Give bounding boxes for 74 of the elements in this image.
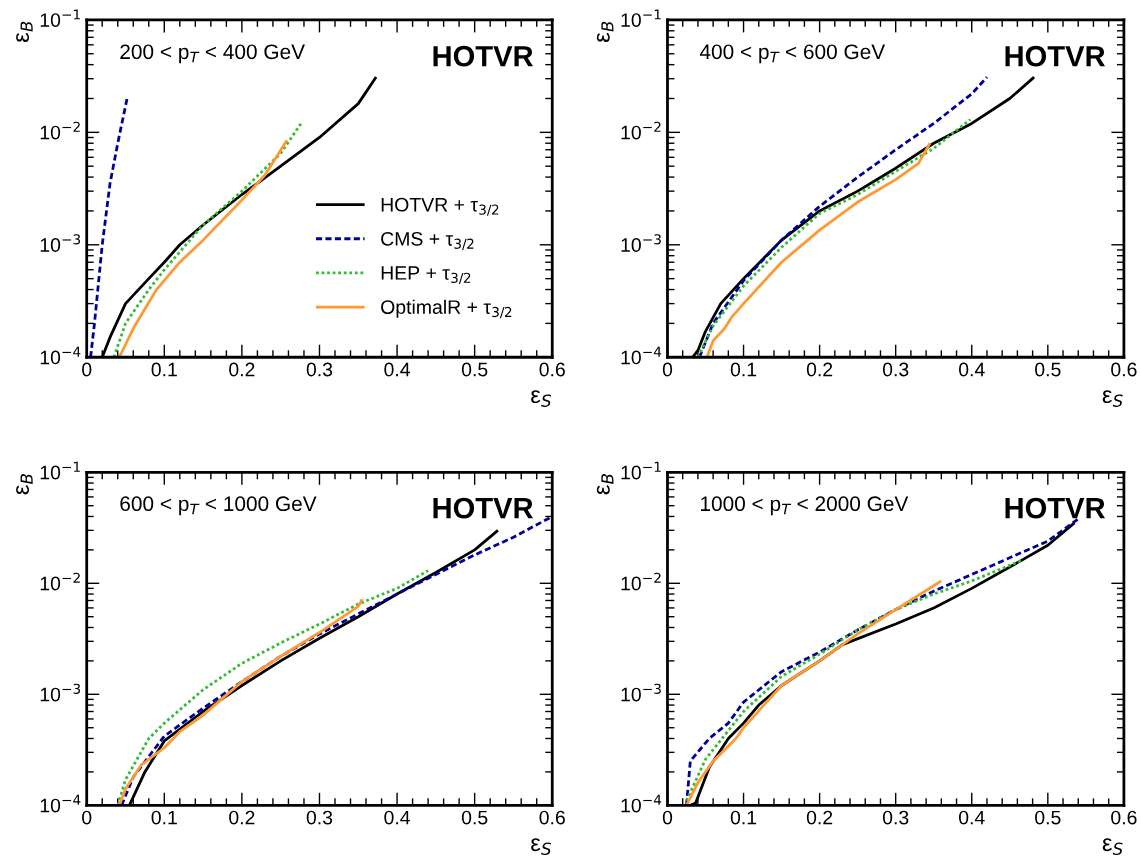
y-tick-label: 10$^{−4}$ — [40, 794, 81, 813]
annotation: HOTVR — [1005, 45, 1106, 67]
x-axis-title: ε$_{S}$ — [1102, 390, 1123, 407]
line-series — [89, 97, 129, 358]
x-tick-label: 0.4 — [959, 362, 985, 377]
line-series — [116, 569, 430, 806]
y-tick-label: 10$^{−2}$ — [40, 572, 80, 591]
y-tick-label: 10$^{−4}$ — [40, 346, 81, 365]
annotation: HOTVR — [433, 45, 534, 67]
x-tick-label: 0.5 — [461, 810, 488, 825]
x-axis-title: ε$_{S}$ — [531, 838, 551, 856]
line-series — [698, 75, 989, 358]
x-tick-label: 0.2 — [229, 362, 255, 377]
annotation: HOTVR — [1005, 497, 1106, 519]
y-axis-title: ε$_{B}$ — [596, 474, 614, 495]
y-tick-label: 10$^{−3}$ — [40, 234, 81, 252]
x-axis-title: ε$_{S}$ — [1102, 838, 1123, 856]
y-tick-label: 10$^{−1}$ — [40, 9, 80, 27]
x-tick-label: 0.5 — [1035, 362, 1061, 377]
y-tick-label: 10$^{−4}$ — [621, 346, 662, 365]
legend-label: HOTVR + τ$_{3/2}$ — [381, 197, 499, 216]
y-tick-label: 10$^{−3}$ — [40, 683, 81, 702]
x-tick-label: 0.1 — [151, 810, 177, 825]
x-tick-label: 0.6 — [1111, 362, 1137, 377]
x-tick-label: 0.2 — [806, 362, 833, 377]
y-axis-title: ε$_{B}$ — [16, 474, 33, 495]
annotation: 200 < p$_{T}$ < 400 GeV — [120, 44, 305, 64]
annotation: 600 < p$_{T}$ < 1000 GeV — [120, 496, 317, 516]
line-series — [705, 141, 932, 358]
y-tick-label: 10$^{−1}$ — [40, 461, 80, 480]
y-tick-label: 10$^{−1}$ — [621, 9, 661, 27]
y-axis-title: ε$_{B}$ — [596, 21, 614, 42]
y-tick-label: 10$^{−4}$ — [621, 794, 662, 813]
x-tick-label: 0 — [82, 810, 92, 825]
x-tick-label: 0 — [662, 362, 673, 377]
line-series — [112, 120, 304, 358]
y-tick-label: 10$^{−2}$ — [621, 572, 661, 591]
y-tick-label: 10$^{−3}$ — [621, 683, 661, 702]
legend-label: CMS + τ$_{3/2}$ — [381, 231, 474, 250]
line-series — [696, 118, 972, 358]
x-tick-label: 0.4 — [959, 810, 985, 825]
x-tick-label: 0 — [82, 362, 92, 377]
annotation: 400 < p$_{T}$ < 600 GeV — [699, 44, 886, 64]
x-tick-label: 0.6 — [539, 810, 565, 825]
line-series — [685, 579, 943, 806]
x-tick-label: 0.2 — [806, 810, 833, 825]
y-axis-title: ε$_{B}$ — [16, 21, 33, 42]
x-tick-label: 0.5 — [1035, 810, 1061, 825]
line-series — [117, 597, 364, 806]
x-tick-label: 0 — [662, 810, 673, 825]
x-tick-label: 0.1 — [730, 362, 757, 377]
y-tick-label: 10$^{−2}$ — [40, 121, 80, 140]
x-tick-label: 0.6 — [539, 362, 565, 377]
legend-label: HEP + τ$_{3/2}$ — [381, 266, 471, 285]
x-tick-label: 0.4 — [384, 362, 411, 377]
annotation: HOTVR — [433, 497, 534, 519]
y-tick-label: 10$^{−3}$ — [621, 234, 661, 252]
y-tick-label: 10$^{−2}$ — [621, 121, 661, 140]
x-tick-label: 0.1 — [730, 810, 757, 825]
annotation: 1000 < p$_{T}$ < 2000 GeV — [701, 496, 909, 516]
y-tick-label: 10$^{−1}$ — [621, 461, 661, 480]
legend-label: OptimalR + τ$_{3/2}$ — [381, 299, 512, 319]
x-tick-label: 0.6 — [1111, 810, 1137, 825]
x-tick-label: 0.3 — [882, 810, 909, 825]
x-tick-label: 0.3 — [306, 810, 333, 825]
line-series — [117, 138, 289, 358]
x-tick-label: 0.3 — [882, 362, 909, 377]
x-tick-label: 0.1 — [151, 362, 177, 377]
x-tick-label: 0.2 — [229, 810, 255, 825]
x-tick-label: 0.3 — [306, 362, 333, 377]
x-tick-label: 0.4 — [384, 810, 411, 825]
x-axis-title: ε$_{S}$ — [531, 390, 551, 407]
x-tick-label: 0.5 — [461, 362, 488, 377]
line-series — [685, 559, 1023, 803]
